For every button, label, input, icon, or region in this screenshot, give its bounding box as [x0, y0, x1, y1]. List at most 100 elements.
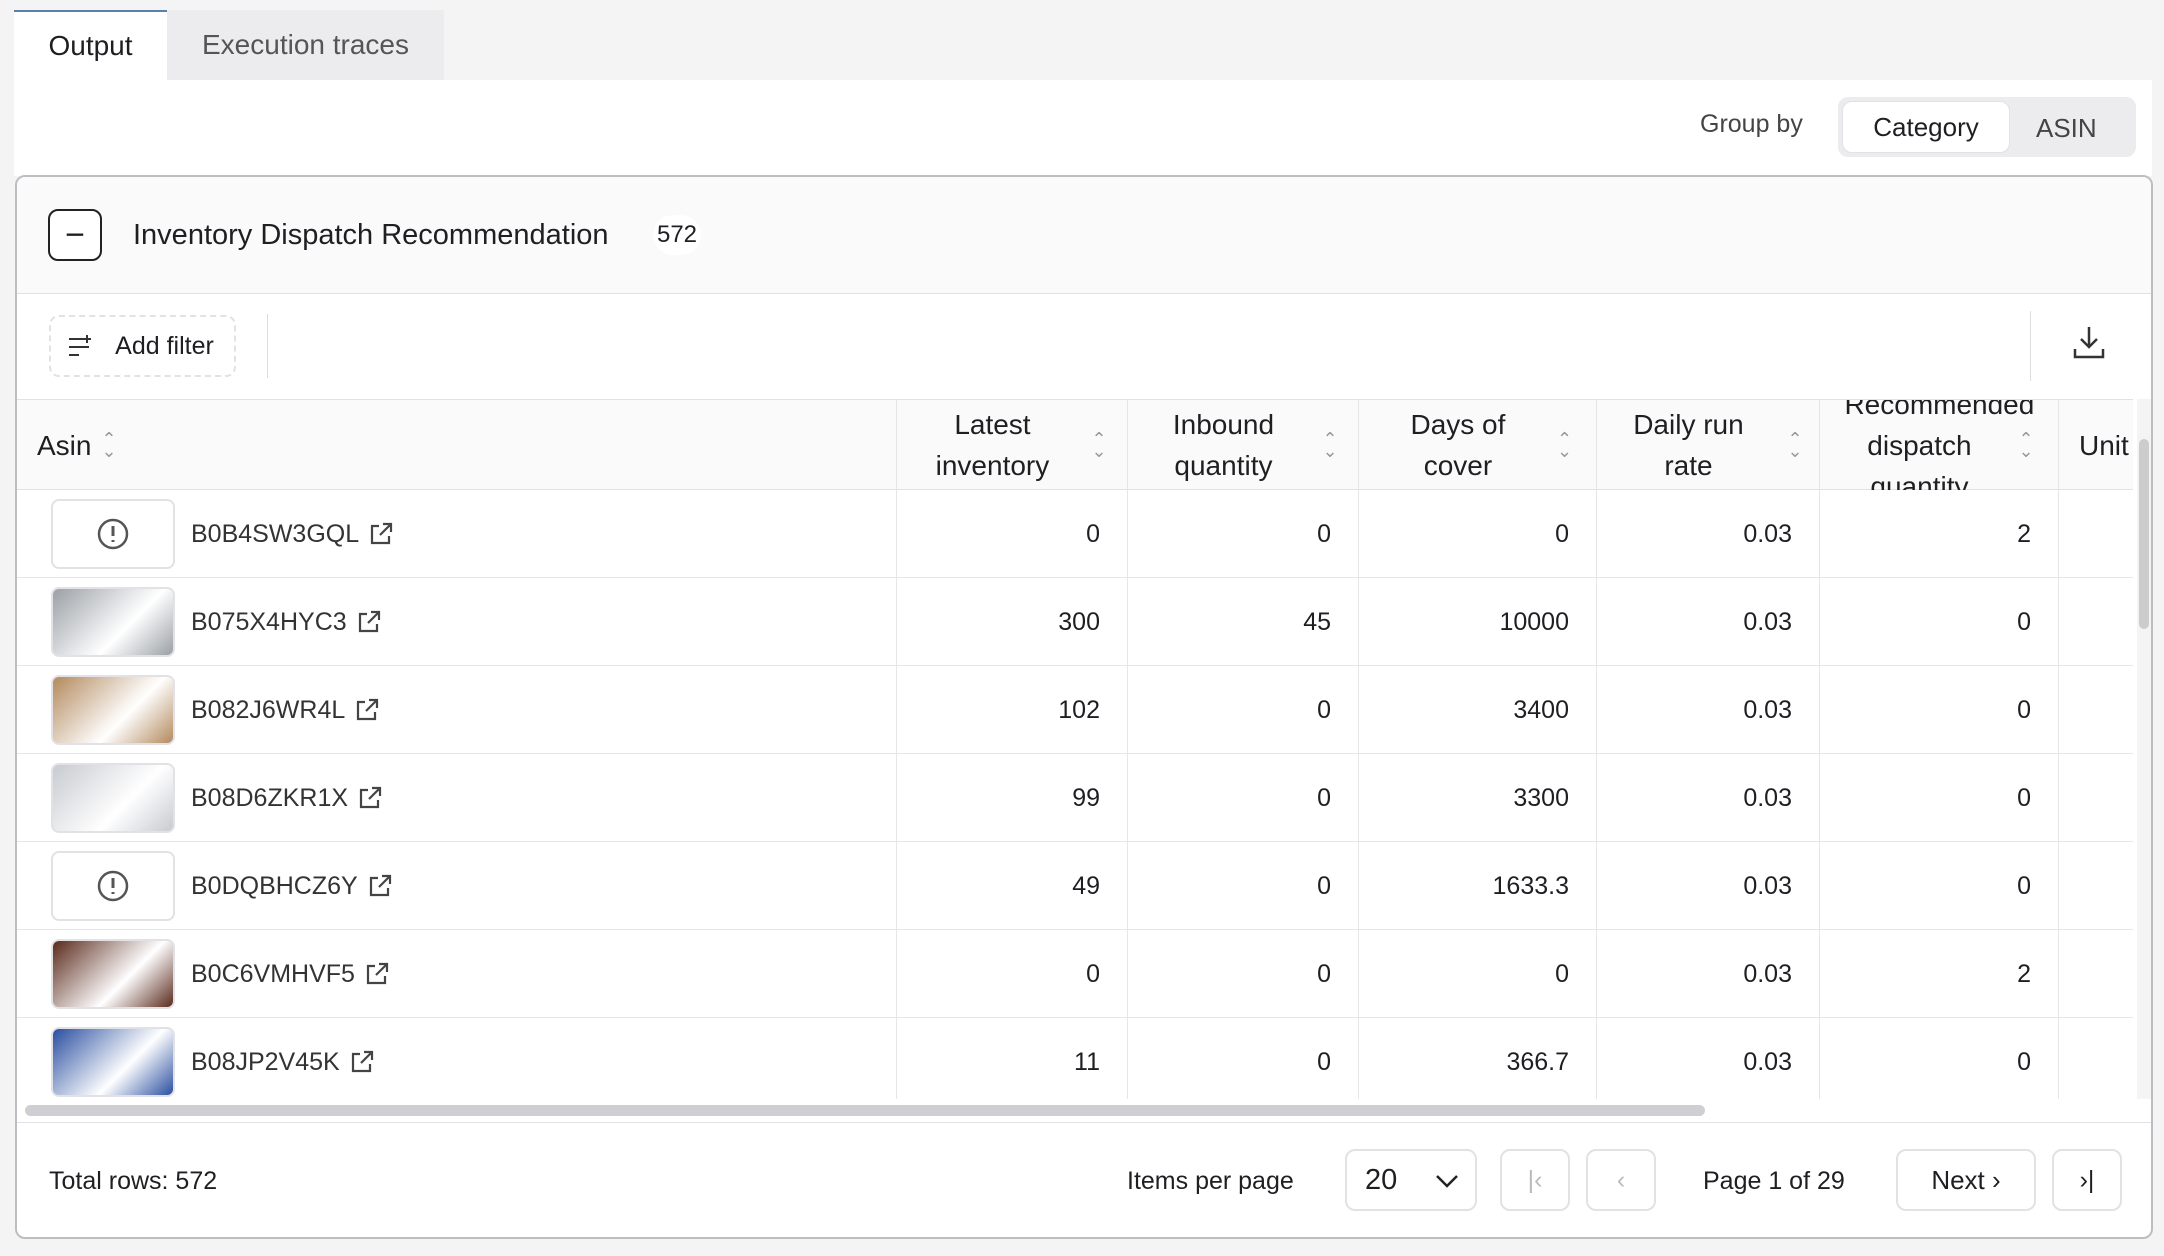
chevron: [1436, 1175, 1458, 1188]
row-line: [17, 753, 2133, 754]
cell-value: 0: [1555, 519, 1569, 548]
number-cell: 0: [1820, 578, 2059, 666]
asin-cell: B082J6WR4L: [17, 666, 897, 754]
cell-value: 0.03: [1743, 1047, 1792, 1076]
filter-icon: [69, 335, 91, 356]
number-cell: 0.03: [1597, 1018, 1820, 1099]
row-line: [17, 1017, 2133, 1018]
header-text[interactable]: Asin: [37, 429, 92, 461]
header-text[interactable]: Daily run rate: [1633, 409, 1744, 481]
row-line: [17, 665, 2133, 666]
cell-value: 0.03: [1743, 695, 1792, 724]
panel-header: − Inventory Dispatch Recommendation 572: [17, 177, 2151, 294]
next-text: Next: [1931, 1164, 1985, 1195]
external-link-icon: [355, 698, 379, 722]
asin-cell: B08D6ZKR1X: [17, 754, 897, 842]
number-cell: 99: [897, 754, 1128, 842]
asin-link[interactable]: B08JP2V45K: [191, 1047, 340, 1076]
external-link-icon: [358, 786, 382, 810]
number-cell: 0.03: [1597, 842, 1820, 930]
header-text[interactable]: Inbound quantity: [1172, 409, 1275, 481]
number-cell: [2059, 930, 2133, 1018]
number-cell: 3300: [1359, 754, 1597, 842]
number-cell: 0: [897, 490, 1128, 578]
asin-link[interactable]: B082J6WR4L: [191, 695, 346, 724]
asin-link[interactable]: B0B4SW3GQL: [191, 519, 360, 548]
header-bg: [17, 400, 2133, 490]
number-cell: 366.7: [1359, 1018, 1597, 1099]
number-cell: [2059, 666, 2133, 754]
cell-value: 2: [2017, 959, 2031, 988]
next-page[interactable]: Next ›: [1896, 1149, 2036, 1211]
number-cell: [2059, 1018, 2133, 1099]
header-text[interactable]: Latest inventory: [935, 409, 1050, 481]
column-header: Recommended dispatch quantity ⌃ ⌄: [1820, 400, 2059, 490]
divider: [2030, 311, 2031, 381]
first-page[interactable]: |‹: [1500, 1149, 1570, 1211]
column-header: Days of cover ⌃ ⌄: [1359, 400, 1597, 490]
asin-link[interactable]: B0DQBHCZ6Y: [191, 871, 358, 900]
cell-value: 0: [2017, 607, 2031, 636]
cell-value: 3300: [1513, 783, 1569, 812]
cell-value: 366.7: [1506, 1047, 1569, 1076]
tab-output[interactable]: Output: [14, 10, 167, 80]
number-cell: [2059, 578, 2133, 666]
number-cell: 0: [897, 930, 1128, 1018]
collapse-button[interactable]: −: [48, 209, 102, 261]
sort-icon: ⌃ ⌄: [1322, 429, 1338, 461]
sort-icon: ⌃ ⌄: [1091, 429, 1107, 461]
group-category[interactable]: Category: [1842, 101, 2010, 153]
row-line: [17, 929, 2133, 930]
number-cell: 2: [1820, 930, 2059, 1018]
cell-value: 0.03: [1743, 959, 1792, 988]
number-cell: 0.03: [1597, 754, 1820, 842]
cell-value: 11: [1074, 1047, 1100, 1076]
cell-value: 0.03: [1743, 871, 1792, 900]
cell-value: 0: [1086, 959, 1100, 988]
sort-icon: ⌃ ⌄: [101, 429, 117, 461]
number-cell: [2059, 842, 2133, 930]
group-by-label: Group by: [1700, 110, 1803, 138]
number-cell: 0.03: [1597, 578, 1820, 666]
thumbnail: [51, 763, 175, 833]
cell-value: 10000: [1499, 607, 1569, 636]
cell-value: 0.03: [1743, 607, 1792, 636]
number-cell: 0.03: [1597, 930, 1820, 1018]
items-per-page: Items per page: [1127, 1167, 1294, 1195]
group-asin[interactable]: ASIN: [2036, 113, 2097, 143]
asin-cell: B075X4HYC3: [17, 578, 897, 666]
panel-title: Inventory Dispatch Recommendation: [133, 219, 609, 251]
add-filter[interactable]: Add filter: [49, 315, 236, 377]
column-header: Unit: [2059, 400, 2133, 490]
toolbar: [14, 80, 2152, 176]
cell-value: 102: [1058, 695, 1100, 724]
download-icon[interactable]: [2072, 325, 2106, 361]
asin-cell: B0B4SW3GQL: [17, 490, 897, 578]
number-cell: 10000: [1359, 578, 1597, 666]
number-cell: 0: [1359, 490, 1597, 578]
number-cell: 0: [1128, 490, 1359, 578]
page-size[interactable]: 20: [1345, 1149, 1477, 1211]
cell-value: 0: [2017, 695, 2031, 724]
header-text[interactable]: Days of cover: [1410, 409, 1506, 481]
external-link-icon: [368, 874, 392, 898]
add-filter-text: Add filter: [115, 331, 214, 360]
number-cell: 1633.3: [1359, 842, 1597, 930]
number-cell: 0: [1128, 1018, 1359, 1099]
last-page[interactable]: ›|: [2052, 1149, 2122, 1211]
header-text[interactable]: Unit: [2079, 429, 2129, 461]
asin-link[interactable]: B075X4HYC3: [191, 607, 347, 636]
cell-value: 0: [1317, 695, 1331, 724]
group-toggle: Category ASIN: [1838, 97, 2136, 157]
cell-value: 0: [1317, 1047, 1331, 1076]
asin-link[interactable]: B0C6VMHVF5: [191, 959, 355, 988]
cell-value: 99: [1072, 783, 1100, 812]
cell-value: 0: [1555, 959, 1569, 988]
number-cell: 0: [1359, 930, 1597, 1018]
external-link-icon: [350, 1050, 374, 1074]
number-cell: 49: [897, 842, 1128, 930]
asin-link[interactable]: B08D6ZKR1X: [191, 783, 349, 812]
tab-traces[interactable]: Execution traces: [167, 10, 444, 80]
header-text[interactable]: Recommended dispatch quantity: [1844, 400, 2035, 490]
prev-page[interactable]: ‹: [1586, 1149, 1656, 1211]
